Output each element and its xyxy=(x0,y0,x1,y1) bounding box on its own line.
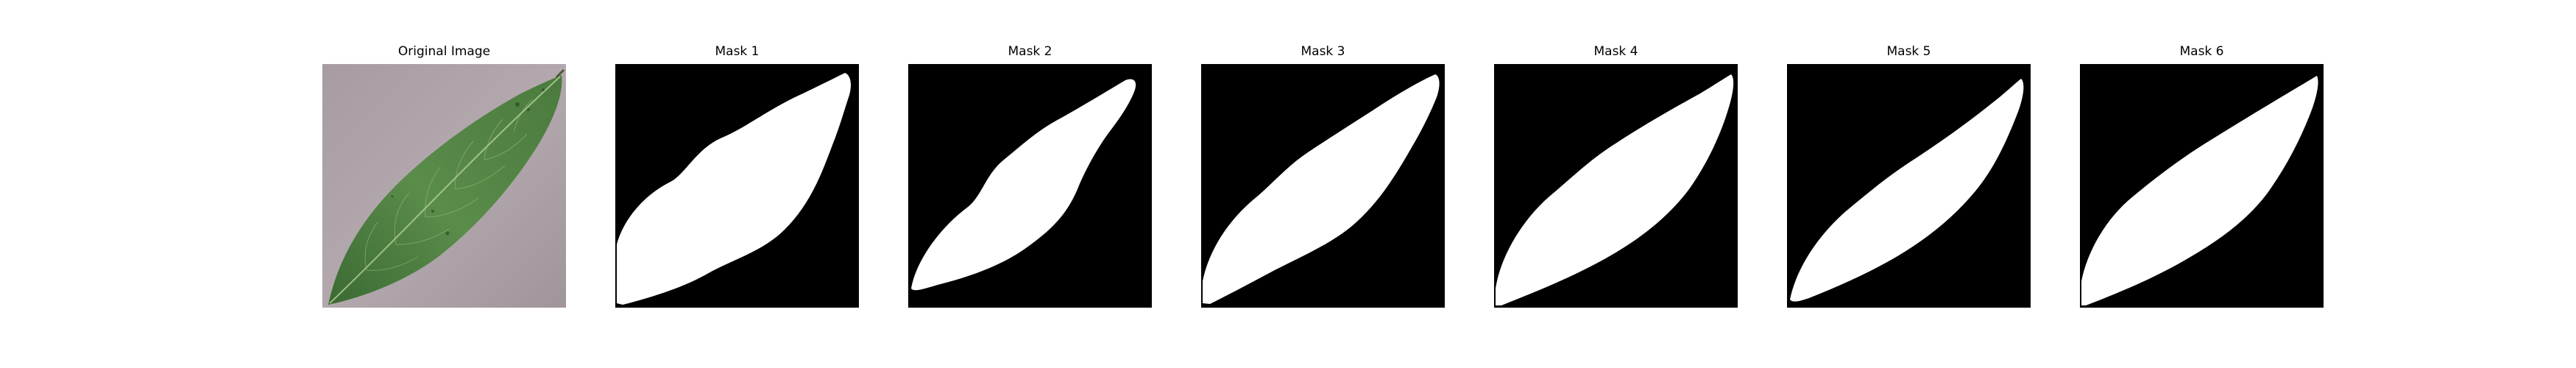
leaf-veins xyxy=(364,99,533,271)
panel-title-original: Original Image xyxy=(397,44,491,59)
mask-6-panel xyxy=(2080,64,2324,308)
mask-3-region xyxy=(1203,74,1440,304)
mask-3-panel xyxy=(1201,64,1445,308)
mask-4-panel xyxy=(1494,64,1738,308)
mask-5-image xyxy=(1787,64,2031,308)
mask-2-panel xyxy=(908,64,1152,308)
panel-title-mask-3: Mask 3 xyxy=(1301,44,1345,59)
mask-1-image xyxy=(615,64,859,308)
panel-title-mask-5: Mask 5 xyxy=(1886,44,1931,59)
mask-5-panel xyxy=(1787,64,2031,308)
mask-2-image xyxy=(908,64,1152,308)
mask-5-region xyxy=(1790,79,2024,302)
mask-6-image xyxy=(2080,64,2324,308)
mask-1-region xyxy=(617,73,851,305)
leaf-spots xyxy=(391,88,545,236)
mask-6-region xyxy=(2081,76,2318,305)
panel-title-mask-1: Mask 1 xyxy=(715,44,760,59)
mask-4-image xyxy=(1494,64,1738,308)
mask-2-region xyxy=(911,79,1136,291)
mask-1-panel xyxy=(615,64,859,308)
leaf-photo-image xyxy=(322,64,566,308)
original-image-panel xyxy=(322,64,566,308)
panel-title-mask-4: Mask 4 xyxy=(1593,44,1638,59)
panel-title-mask-6: Mask 6 xyxy=(2179,44,2224,59)
mask-3-image xyxy=(1201,64,1445,308)
panel-title-mask-2: Mask 2 xyxy=(1008,44,1052,59)
mask-4-region xyxy=(1496,74,1734,305)
leaf-stem xyxy=(555,68,565,79)
